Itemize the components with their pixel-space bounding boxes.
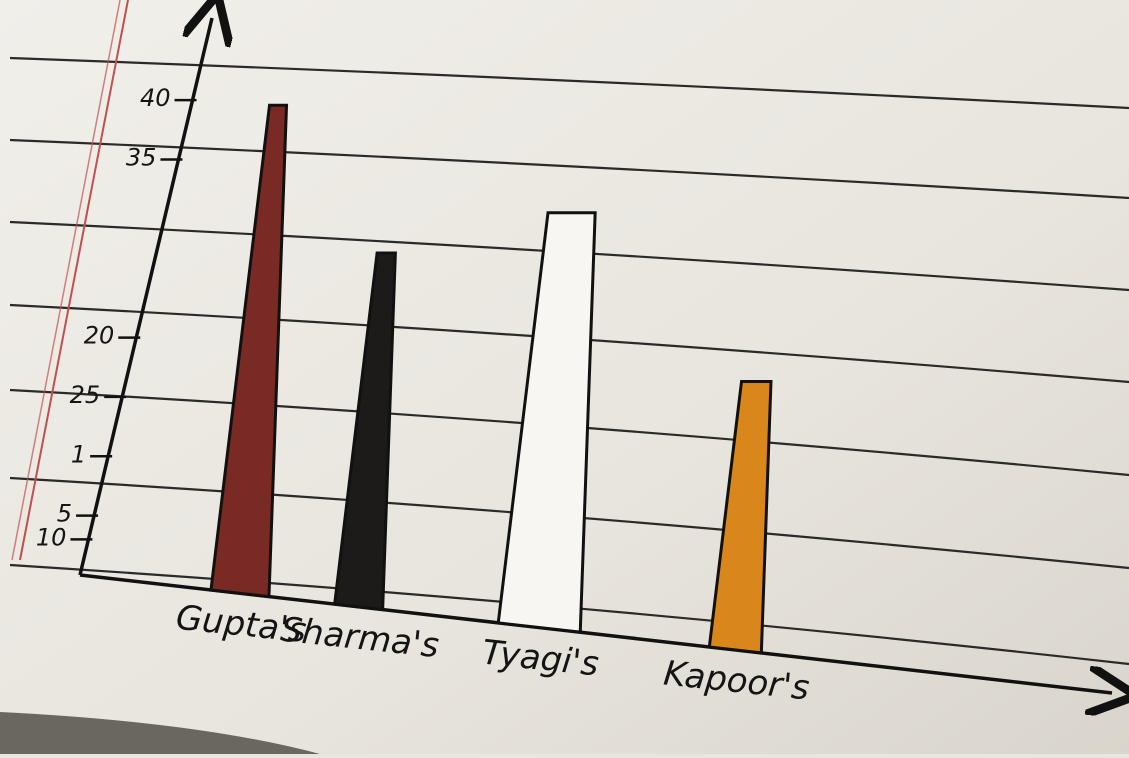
bar (209, 103, 289, 599)
y-tick-label: 20 (84, 322, 115, 350)
y-tick-label: 1 (71, 440, 86, 468)
y-tick-label: 40 (140, 84, 171, 112)
y-tick-label: 25 (70, 381, 101, 409)
y-tick-label: 5 (57, 500, 72, 528)
y-tick-label: 35 (126, 144, 157, 172)
photo-edge (0, 712, 320, 754)
margin-line (19, 0, 129, 561)
y-tick-label: 10 (36, 523, 67, 551)
bar (496, 211, 597, 634)
ruled-line (9, 56, 1129, 110)
margin-line (11, 0, 121, 561)
ruled-line (9, 138, 1129, 200)
y-axis (78, 18, 212, 576)
bar (332, 251, 397, 612)
bar (707, 380, 773, 655)
